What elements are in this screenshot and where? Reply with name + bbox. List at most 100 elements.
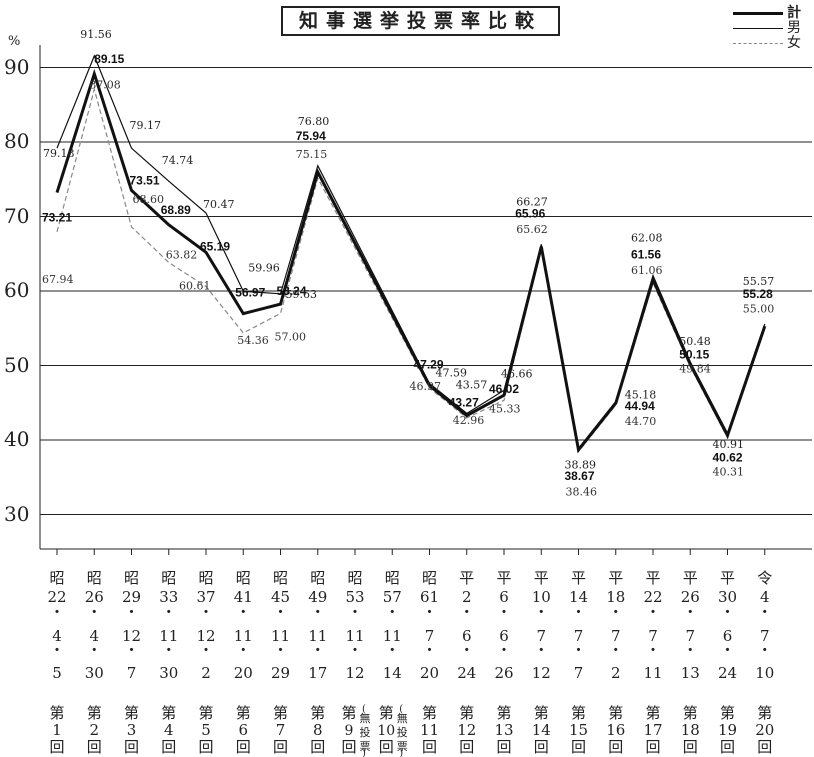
data-label-female: 44.70 [625,415,657,428]
x-label-era: 昭 [273,569,288,587]
x-label-era: 平 [459,569,474,587]
y-tick-label-70: 70 [4,203,30,228]
data-label-male: 79.18 [43,147,75,160]
data-label-total: 56.97 [235,286,265,300]
legend-label-total: 計 [787,5,801,21]
legend-label-male: 男 [787,20,801,36]
x-label-month: 7 [760,627,770,645]
chart-title: 知事選挙投票率比較 [281,6,560,36]
x-label-separator: ・ [496,603,511,621]
x-label-separator: ・ [236,603,251,621]
x-label-number: 第 [645,704,660,722]
x-label-number: 19 [718,721,737,739]
data-label-female: 68.60 [133,193,165,206]
x-label-separator: ・ [645,603,660,621]
x-label-number: 2 [89,721,99,739]
x-label-day: 12 [345,664,364,682]
x-label-number: 4 [164,721,174,739]
x-label-day: 7 [127,664,137,682]
data-label-female: 67.94 [42,273,74,286]
x-label-month: 11 [159,627,178,645]
x-label-number: 回 [683,738,698,756]
x-label-separator: ・ [757,641,772,659]
x-label-number: 第 [87,704,102,722]
data-label-female: 57.00 [275,330,307,343]
x-label-separator: ・ [720,603,735,621]
x-label-separator: ・ [124,641,139,659]
x-label-number: 第 [310,704,325,722]
x-label-separator: ・ [422,641,437,659]
x-label-note: ( [362,704,366,715]
data-label-female: 65.62 [516,223,548,236]
data-label-male: 50.48 [679,335,711,348]
x-label-number: 回 [49,738,64,756]
x-label-number: 第 [124,704,139,722]
x-label-separator: ・ [496,641,511,659]
x-label-number: 回 [496,738,511,756]
x-label-number: 回 [534,738,549,756]
x-label-number: 10 [377,723,395,739]
data-label-total: 65.96 [515,207,545,221]
x-label-day: 2 [201,664,211,682]
x-label-number: 15 [569,721,588,739]
legend-item-female: 女 [725,36,810,51]
data-label-female: 42.96 [453,414,485,427]
x-label-number: 回 [379,738,394,756]
x-label-month: 7 [574,627,584,645]
x-label-year: 45 [271,588,290,606]
data-label-female: 54.36 [237,334,269,347]
x-label-era: 平 [645,569,660,587]
x-label-separator: ・ [49,603,64,621]
data-label-male: 43.57 [456,378,488,391]
y-axis-label: % [8,34,21,49]
x-label-number: 第 [534,704,549,722]
series-lines [55,54,767,454]
data-label-female: 75.15 [296,148,328,161]
x-label-separator: ・ [422,603,437,621]
series-line-female [56,86,766,453]
x-label-era: 平 [571,569,586,587]
x-label-number: 13 [494,721,513,739]
x-label-era: 昭 [236,569,251,587]
x-label-month: 11 [308,627,327,645]
data-label-total: 40.62 [713,450,743,464]
x-label-separator: ・ [347,641,362,659]
x-label-era: 昭 [87,569,102,587]
x-label-number: 回 [310,738,325,756]
x-label-month: 6 [723,627,733,645]
x-label-number: 6 [238,721,248,739]
x-label-separator: ・ [87,641,102,659]
x-label-month: 7 [425,627,435,645]
x-label-month: 4 [89,627,99,645]
x-label-year: 22 [643,588,662,606]
x-label-note-char: 投 [397,725,408,739]
x-label-year: 22 [47,588,66,606]
x-label-year: 49 [308,588,327,606]
x-label-day: 24 [718,664,737,682]
x-label-day: 11 [643,664,662,682]
x-label-separator: ・ [49,641,64,659]
x-label-number: 1 [52,721,62,739]
x-label-separator: ・ [87,603,102,621]
x-label-number: 第 [198,704,213,722]
x-label-year: 26 [85,588,104,606]
x-label-number: 回 [571,738,586,756]
x-label-era: 昭 [161,569,176,587]
data-label-male: 91.56 [80,28,112,41]
y-tick-label-40: 40 [4,427,30,451]
x-label-number: 11 [420,721,439,739]
x-label-number: 第 [571,704,586,722]
x-label-year: 14 [569,588,588,606]
x-label-day: 29 [271,664,290,682]
data-label-male: 59.96 [248,261,280,274]
x-label-number: 回 [124,738,139,756]
x-label-year: 10 [532,588,551,606]
x-label-note-char: 投 [360,725,371,739]
x-label-number: 12 [457,721,476,739]
x-label-separator: ・ [124,603,139,621]
x-label-month: 11 [271,627,290,645]
x-label-year: 18 [606,588,625,606]
x-label-month: 11 [345,627,364,645]
x-label-number: 回 [341,738,356,756]
data-label-total: 43.27 [449,396,479,410]
